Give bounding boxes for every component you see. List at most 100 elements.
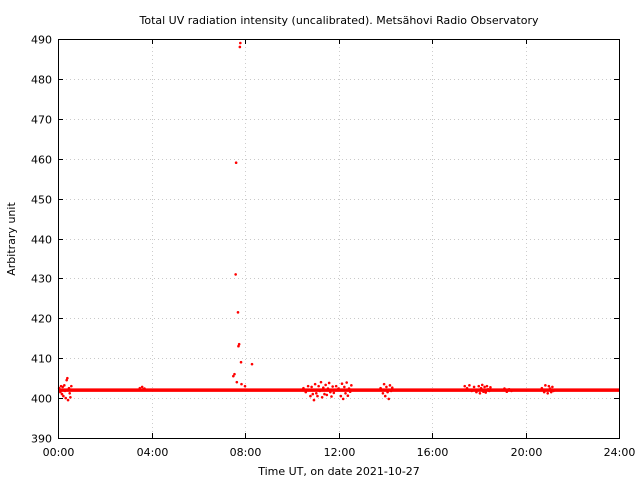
data-point xyxy=(475,390,478,394)
data-point xyxy=(387,397,391,401)
y-tick-label: 410 xyxy=(31,353,52,366)
data-point xyxy=(319,380,323,384)
data-point xyxy=(66,398,70,402)
data-point xyxy=(323,392,326,396)
data-point xyxy=(485,384,489,388)
data-point xyxy=(484,391,488,394)
data-point xyxy=(540,386,544,390)
data-point xyxy=(304,390,308,394)
data-point xyxy=(546,392,550,395)
data-point xyxy=(250,362,254,366)
x-tick-label: 24:00 xyxy=(604,446,636,459)
data-point xyxy=(327,381,331,385)
data-point xyxy=(329,390,332,394)
data-point xyxy=(470,389,474,393)
data-point xyxy=(331,385,334,388)
data-point xyxy=(234,161,238,164)
data-point xyxy=(477,384,481,388)
data-point xyxy=(60,392,64,396)
data-point xyxy=(138,386,142,390)
data-point xyxy=(479,386,483,390)
x-tick-label: 08:00 xyxy=(230,446,262,459)
data-point xyxy=(232,374,235,378)
data-point xyxy=(63,384,66,387)
data-point xyxy=(350,384,353,387)
data-point xyxy=(239,360,243,364)
data-point xyxy=(65,378,68,382)
data-point xyxy=(549,390,553,394)
data-point xyxy=(139,388,143,392)
data-point xyxy=(388,384,392,387)
data-point xyxy=(478,392,482,395)
data-point xyxy=(68,392,71,395)
y-tick-label: 480 xyxy=(31,74,52,87)
data-point xyxy=(316,394,319,398)
data-point xyxy=(348,390,352,394)
data-point xyxy=(309,394,312,398)
data-point xyxy=(318,389,322,393)
x-tick-label: 04:00 xyxy=(137,446,169,459)
x-tick-label: 12:00 xyxy=(324,446,356,459)
data-point xyxy=(389,389,393,393)
data-point xyxy=(547,384,551,388)
data-point xyxy=(544,384,547,387)
chart-title: Total UV radiation intensity (uncalibrat… xyxy=(139,14,539,27)
data-point xyxy=(344,392,347,395)
data-point xyxy=(346,394,350,398)
data-point xyxy=(383,394,387,398)
data-point xyxy=(322,386,325,390)
data-point xyxy=(67,386,71,390)
x-axis-label: Time UT, on date 2021-10-27 xyxy=(257,465,420,478)
data-point xyxy=(503,387,506,390)
data-point xyxy=(386,390,389,394)
plot-frame xyxy=(58,39,620,439)
data-point xyxy=(340,382,344,386)
data-point xyxy=(63,389,67,393)
data-points xyxy=(57,41,619,402)
data-point xyxy=(324,383,327,387)
data-point xyxy=(483,385,486,389)
y-tick-label: 400 xyxy=(31,393,52,406)
y-tick-label: 440 xyxy=(31,234,52,247)
data-point xyxy=(143,387,146,390)
y-tick-label: 420 xyxy=(31,313,52,326)
data-point xyxy=(480,383,484,387)
data-point xyxy=(332,391,336,395)
data-point xyxy=(382,382,386,386)
data-point xyxy=(310,385,313,389)
y-tick-label: 390 xyxy=(31,433,52,446)
data-point xyxy=(334,384,338,388)
data-point xyxy=(468,384,471,387)
data-point xyxy=(482,390,485,394)
data-point xyxy=(235,380,239,384)
y-tick-label: 470 xyxy=(31,114,52,127)
data-point xyxy=(487,389,491,393)
data-point xyxy=(312,398,316,402)
data-point xyxy=(489,386,492,389)
data-point xyxy=(233,372,236,376)
data-point xyxy=(140,385,144,389)
data-point xyxy=(311,392,315,396)
data-point xyxy=(542,390,546,394)
data-point xyxy=(238,45,242,49)
data-point xyxy=(339,394,343,398)
x-tick-label: 20:00 xyxy=(511,446,543,459)
x-tick-label: 16:00 xyxy=(417,446,449,459)
data-point xyxy=(66,376,69,380)
data-point xyxy=(237,344,240,348)
data-point xyxy=(507,388,511,391)
data-point xyxy=(379,386,382,390)
data-point xyxy=(314,392,318,395)
data-point xyxy=(552,389,555,393)
y-tick-label: 430 xyxy=(31,273,52,286)
data-point xyxy=(237,342,241,346)
data-point xyxy=(325,393,329,397)
data-point xyxy=(505,390,509,394)
data-point xyxy=(313,382,317,386)
data-point xyxy=(64,396,68,400)
data-point xyxy=(240,382,243,386)
data-point xyxy=(317,384,320,388)
data-point xyxy=(341,397,345,401)
y-tick-label: 490 xyxy=(31,34,52,47)
